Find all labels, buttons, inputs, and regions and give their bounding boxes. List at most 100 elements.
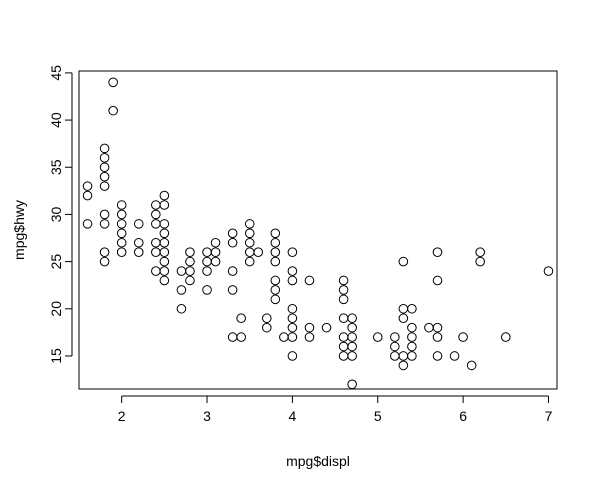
data-point	[398, 303, 409, 314]
data-point	[347, 351, 357, 361]
data-point	[99, 247, 110, 257]
data-point	[500, 332, 511, 342]
data-point	[390, 332, 400, 342]
x-axis: 2 3 4 5 6 7	[118, 395, 553, 424]
data-point	[99, 256, 110, 267]
data-point	[133, 219, 144, 229]
x-tick-label: 7	[545, 408, 553, 424]
data-point	[338, 332, 349, 342]
data-point	[116, 209, 127, 220]
data-point	[347, 379, 357, 390]
data-point	[210, 256, 221, 267]
data-point	[270, 285, 281, 295]
data-point	[210, 247, 221, 257]
data-point	[347, 313, 357, 324]
data-point	[398, 256, 409, 267]
data-point	[338, 275, 349, 286]
data-point	[185, 256, 195, 267]
data-point	[372, 332, 383, 342]
data-point	[159, 237, 170, 248]
data-point	[151, 266, 161, 276]
data-point	[407, 303, 417, 314]
x-axis-title: mpg$displ	[286, 453, 350, 469]
data-point	[176, 285, 187, 295]
data-point	[407, 351, 417, 361]
data-point	[159, 219, 170, 229]
data-point	[304, 322, 315, 333]
data-point	[210, 237, 221, 248]
y-axis: 15 20 25 30 35 40 45	[48, 65, 73, 364]
data-point	[543, 266, 554, 276]
data-point	[159, 275, 170, 286]
data-point	[270, 228, 281, 239]
data-point	[287, 266, 298, 276]
data-point	[99, 143, 110, 154]
data-point	[244, 237, 255, 248]
data-point	[287, 322, 298, 333]
data-point	[108, 105, 118, 116]
data-point	[227, 228, 238, 239]
data-point	[151, 219, 161, 229]
data-point	[108, 77, 118, 88]
data-point	[151, 237, 161, 248]
data-point	[227, 266, 238, 276]
data-point	[116, 247, 127, 257]
data-point	[390, 341, 400, 352]
data-point	[347, 322, 357, 333]
data-point	[185, 266, 195, 276]
data-point	[99, 162, 110, 173]
data-points	[82, 77, 554, 390]
data-point	[99, 181, 110, 191]
data-point	[390, 351, 400, 361]
x-tick-label: 6	[459, 408, 467, 424]
data-point	[407, 332, 417, 342]
data-point	[159, 228, 170, 239]
data-point	[304, 332, 315, 342]
y-tick-label: 35	[48, 159, 64, 175]
data-point	[82, 219, 93, 229]
data-point	[133, 247, 144, 257]
data-point	[279, 332, 289, 342]
data-point	[424, 322, 434, 333]
plot-frame	[78, 70, 558, 390]
data-point	[432, 247, 443, 257]
data-point	[244, 219, 255, 229]
data-point	[432, 332, 443, 342]
data-point	[202, 256, 212, 267]
data-point	[407, 322, 417, 333]
data-point	[432, 275, 443, 286]
data-point	[159, 247, 170, 257]
data-point	[287, 351, 298, 361]
data-point	[82, 181, 93, 191]
data-point	[151, 200, 161, 210]
x-tick-label: 2	[118, 408, 126, 424]
data-point	[253, 247, 264, 257]
data-point	[398, 360, 409, 371]
data-point	[458, 332, 468, 342]
data-point	[202, 266, 212, 276]
data-point	[407, 341, 417, 352]
y-tick-label: 30	[48, 206, 64, 222]
data-point	[185, 275, 195, 286]
data-point	[244, 256, 255, 267]
data-point	[227, 237, 238, 248]
data-point	[270, 275, 281, 286]
data-point	[116, 219, 127, 229]
data-point	[261, 313, 272, 324]
y-axis-title: mpg$hwy	[11, 200, 27, 260]
data-point	[475, 256, 485, 267]
data-point	[466, 360, 477, 371]
data-point	[287, 332, 298, 342]
x-tick-label: 3	[203, 408, 211, 424]
data-point	[236, 313, 246, 324]
y-tick-label: 15	[48, 348, 64, 364]
x-tick-label: 5	[374, 408, 382, 424]
data-point	[270, 294, 281, 305]
data-point	[398, 351, 409, 361]
data-point	[82, 190, 93, 201]
data-point	[227, 285, 238, 295]
data-point	[398, 313, 409, 324]
data-point	[432, 322, 443, 333]
y-tick-label: 25	[48, 254, 64, 270]
data-point	[347, 341, 357, 352]
